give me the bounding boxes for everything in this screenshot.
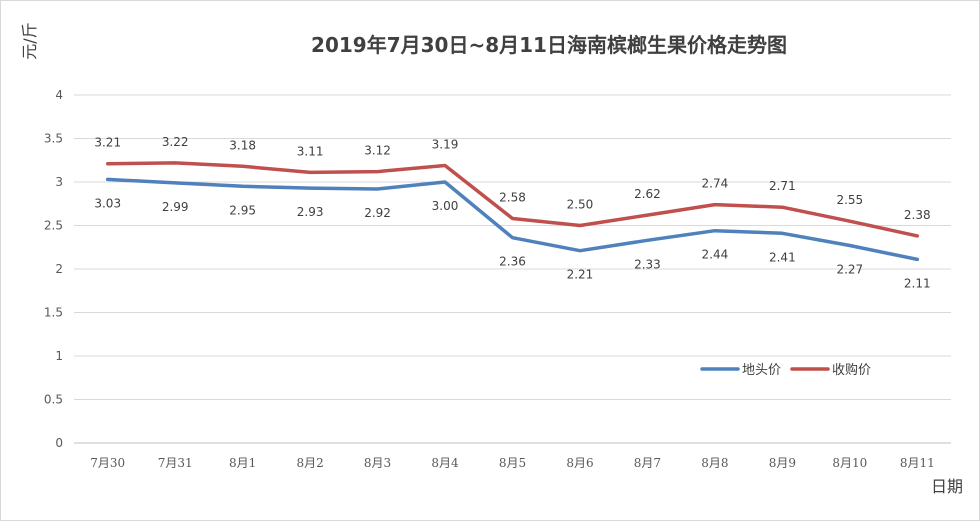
y-tick-label: 2 bbox=[55, 262, 63, 276]
y-tick-label: 0.5 bbox=[44, 393, 63, 407]
data-label: 3.11 bbox=[297, 144, 324, 158]
grid-lines bbox=[74, 94, 951, 444]
x-tick-label: 8月1 bbox=[229, 456, 256, 470]
y-tick-label: 1.5 bbox=[44, 306, 63, 320]
data-label: 2.93 bbox=[297, 205, 324, 219]
y-tick-label: 2.5 bbox=[44, 219, 63, 233]
data-label: 2.11 bbox=[904, 276, 931, 290]
data-label: 3.00 bbox=[432, 199, 459, 213]
y-tick-label: 1 bbox=[55, 349, 63, 363]
data-label: 2.21 bbox=[567, 268, 594, 282]
data-label: 2.71 bbox=[769, 179, 796, 193]
x-axis-ticks: 7月30 7月31 8月1 8月2 8月3 8月4 8月5 8月6 8月7 8月8 8月9 8月10 8… bbox=[90, 456, 934, 470]
legend-label: 地头价 bbox=[742, 363, 781, 378]
x-tick-label: 7月31 bbox=[158, 456, 193, 470]
y-tick-label: 0 bbox=[55, 436, 63, 450]
data-label: 2.38 bbox=[904, 208, 931, 222]
x-tick-label: 8月4 bbox=[431, 456, 459, 470]
y-tick-label: 3 bbox=[55, 175, 63, 189]
data-label: 2.58 bbox=[499, 191, 526, 205]
series-line-2 bbox=[105, 161, 920, 238]
x-tick-label: 8月2 bbox=[296, 456, 323, 470]
data-label: 2.55 bbox=[836, 193, 863, 207]
data-labels: 3.03 2.99 2.95 2.93 2.92 3.00 2.36 2.21 2.33 2.44… bbox=[94, 135, 930, 291]
x-tick-label: 8月10 bbox=[832, 456, 867, 470]
x-tick-label: 8月3 bbox=[364, 456, 391, 470]
y-axis-ticks: 0 0.5 1 1.5 2 2.5 3 3.5 4 bbox=[44, 88, 63, 450]
legend: 地头价 收购价 bbox=[700, 362, 871, 378]
data-label: 2.36 bbox=[499, 255, 526, 269]
x-tick-label: 8月5 bbox=[499, 456, 526, 470]
x-tick-label: 8月11 bbox=[900, 456, 935, 470]
x-tick-label: 8月6 bbox=[566, 456, 593, 470]
series-lines bbox=[105, 161, 920, 262]
data-label: 2.92 bbox=[364, 206, 391, 220]
data-label: 2.33 bbox=[634, 257, 661, 271]
legend-label: 收购价 bbox=[832, 362, 871, 378]
data-label: 3.19 bbox=[432, 137, 459, 151]
data-label: 3.21 bbox=[94, 136, 121, 150]
y-tick-label: 3.5 bbox=[44, 132, 63, 146]
series-line-1 bbox=[105, 177, 920, 262]
x-tick-label: 8月7 bbox=[634, 456, 661, 470]
data-label: 2.99 bbox=[162, 200, 189, 214]
data-label: 3.03 bbox=[94, 196, 121, 210]
x-tick-label: 8月9 bbox=[769, 456, 796, 470]
data-label: 2.41 bbox=[769, 250, 796, 264]
y-tick-label: 4 bbox=[55, 88, 63, 102]
y-axis-label: 元/斤 bbox=[20, 22, 39, 59]
data-label: 2.50 bbox=[567, 198, 594, 212]
data-label: 3.18 bbox=[229, 138, 256, 152]
data-label: 3.22 bbox=[162, 135, 189, 149]
data-label: 2.74 bbox=[702, 177, 729, 191]
data-label: 2.27 bbox=[836, 263, 863, 277]
x-tick-label: 8月8 bbox=[701, 456, 728, 470]
chart-title: 2019年7月30日~8月11日海南槟榔生果价格走势图 bbox=[311, 33, 787, 57]
data-label: 2.44 bbox=[702, 248, 729, 262]
data-label: 3.12 bbox=[364, 144, 391, 158]
data-label: 2.62 bbox=[634, 187, 661, 201]
x-axis-label: 日期 bbox=[931, 477, 963, 496]
data-label: 2.95 bbox=[229, 203, 256, 217]
x-tick-label: 7月30 bbox=[90, 456, 125, 470]
